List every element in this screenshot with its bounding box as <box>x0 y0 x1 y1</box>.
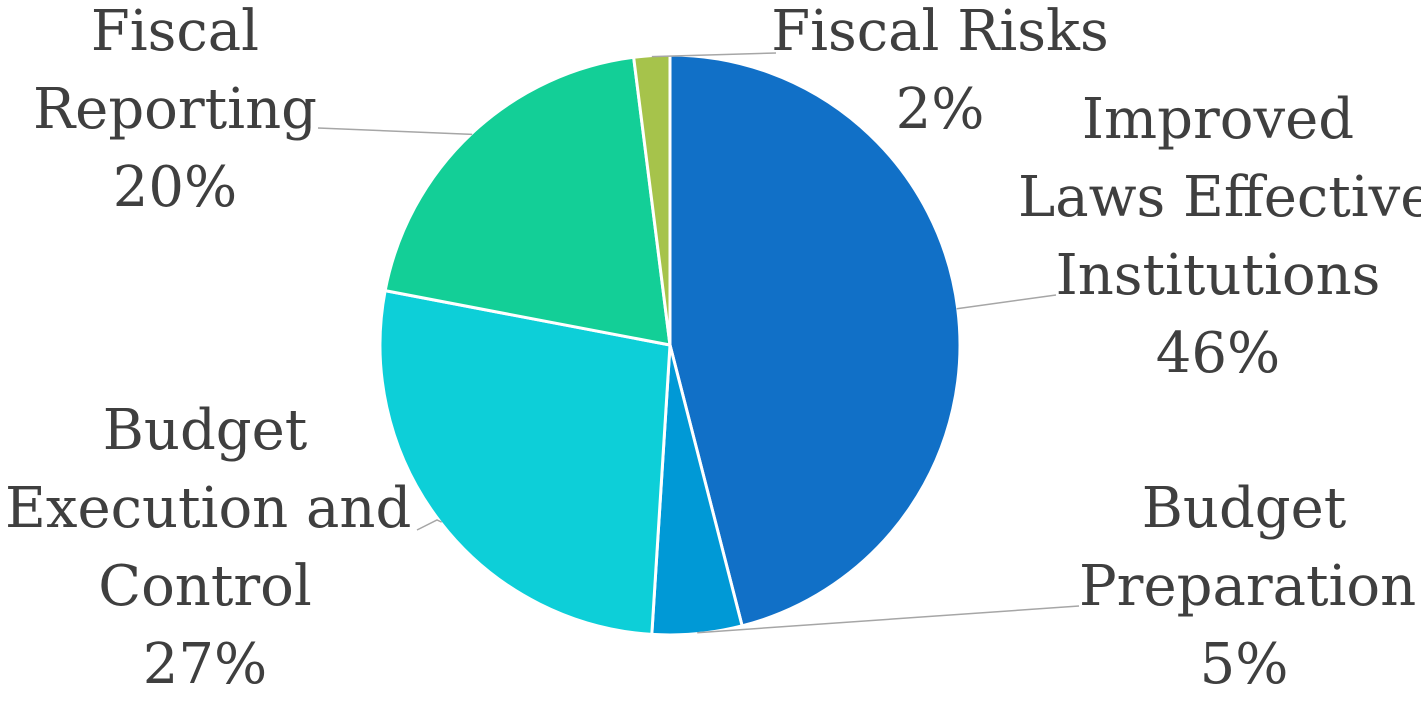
label-value: 2% <box>895 77 985 142</box>
label-line: Budget <box>102 398 308 463</box>
label-value: 20% <box>112 155 238 220</box>
data-label-fiscal-reporting: Fiscal Reporting 20% <box>25 0 325 227</box>
leader-line <box>956 294 1057 310</box>
label-line: Preparation <box>1079 554 1417 619</box>
data-label-fiscal-risks: Fiscal Risks 2% <box>770 0 1110 149</box>
label-line: Fiscal Risks <box>771 0 1109 64</box>
leader-line <box>416 519 442 531</box>
label-line: Execution and <box>5 476 412 541</box>
slice-fiscal-risks <box>632 53 672 347</box>
label-line: Fiscal <box>90 0 260 64</box>
pie-slices <box>378 53 962 637</box>
data-label-improved-laws: Improved Laws Effective Institutions 46% <box>1018 81 1421 393</box>
label-value: 27% <box>142 632 268 697</box>
leader-line <box>651 52 777 58</box>
label-line: Laws Effective <box>1018 165 1421 230</box>
label-value: 5% <box>1199 632 1289 697</box>
label-line: Reporting <box>33 77 317 142</box>
label-line: Control <box>98 554 312 619</box>
leader-line <box>697 605 1080 634</box>
data-label-budget-preparation: Budget Preparation 5% <box>1079 470 1417 704</box>
leader-lines <box>317 52 1080 634</box>
label-line: Institutions <box>1055 243 1381 308</box>
label-value: 46% <box>1155 321 1281 386</box>
leader-line <box>317 127 473 136</box>
slice-budget-execution <box>378 289 672 636</box>
label-line: Improved <box>1081 87 1355 152</box>
data-label-budget-execution: Budget Execution and Control 27% <box>5 392 412 704</box>
label-line: Budget <box>1141 476 1347 541</box>
